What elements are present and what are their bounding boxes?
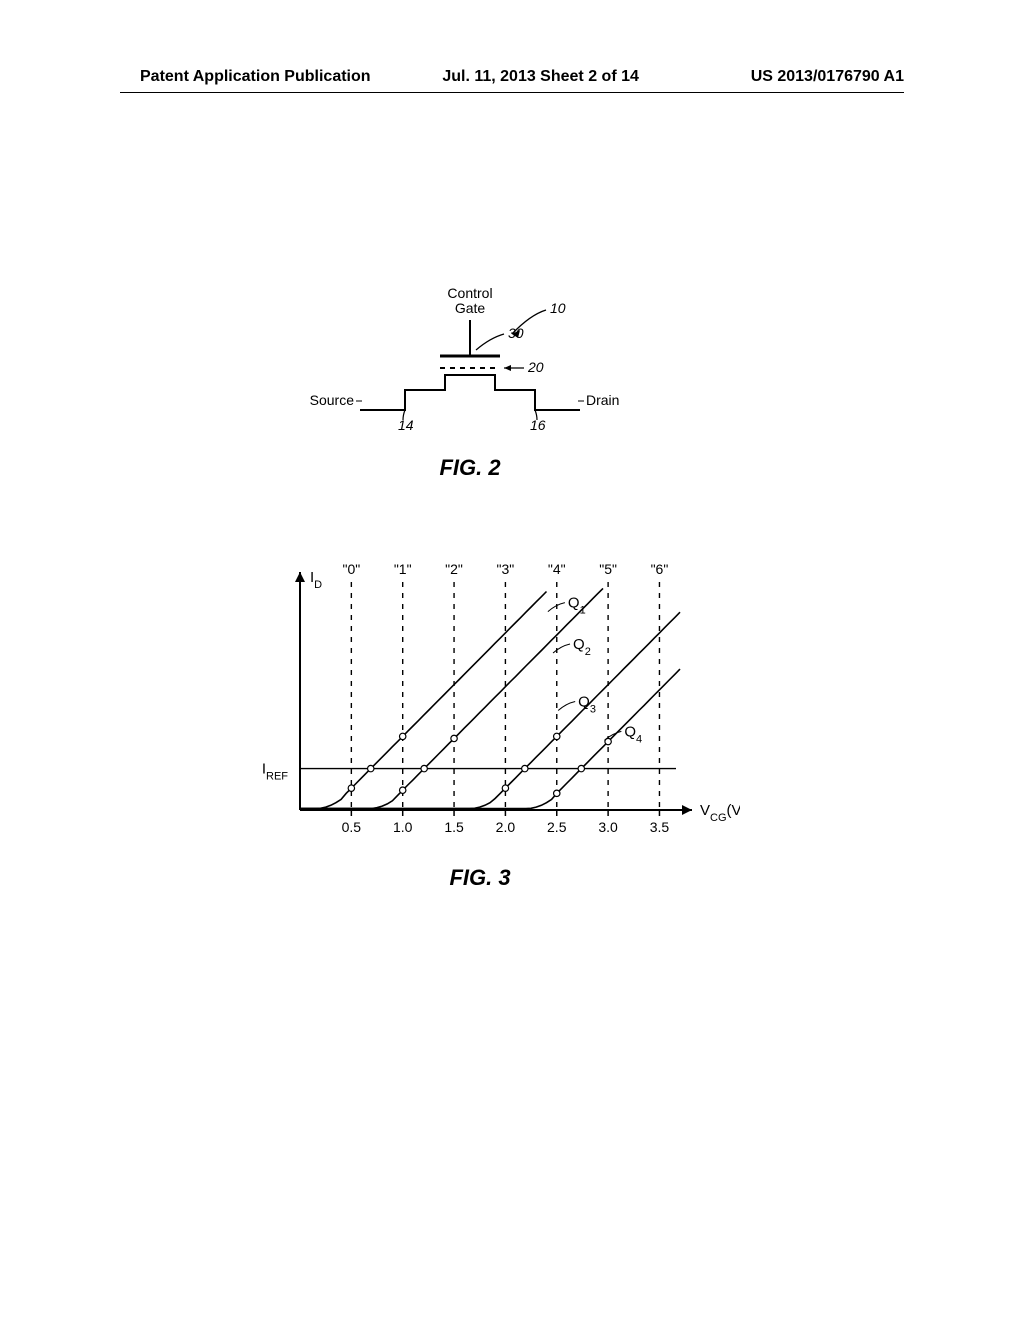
svg-text:3.5: 3.5 bbox=[650, 819, 670, 835]
svg-text:Q2: Q2 bbox=[573, 636, 591, 658]
svg-text:ID: ID bbox=[310, 569, 322, 591]
svg-text:"4": "4" bbox=[548, 561, 566, 577]
svg-text:10: 10 bbox=[550, 300, 566, 316]
svg-text:Control: Control bbox=[447, 285, 492, 301]
svg-text:20: 20 bbox=[527, 359, 544, 375]
svg-text:1.0: 1.0 bbox=[393, 819, 413, 835]
header-rule bbox=[120, 92, 904, 93]
svg-text:30: 30 bbox=[508, 325, 524, 341]
svg-text:16: 16 bbox=[530, 417, 546, 433]
svg-text:VCG(V): VCG(V) bbox=[700, 802, 740, 824]
figure-2: ControlGate Source Drain 10 30 20 14 16 FIG. 2 bbox=[290, 280, 650, 480]
figure-3: ID VCG(V) 0.5 1.0 1.5 2.0 2.5 3.0 3.5 "0" "1" "2" "3… bbox=[220, 550, 740, 910]
svg-text:Drain: Drain bbox=[586, 392, 619, 408]
header-left: Patent Application Publication bbox=[140, 68, 371, 86]
svg-text:Q1: Q1 bbox=[568, 595, 586, 617]
header-right: US 2013/0176790 A1 bbox=[751, 68, 904, 86]
svg-text:IREF: IREF bbox=[262, 761, 288, 783]
svg-text:"2": "2" bbox=[445, 561, 463, 577]
svg-text:"5": "5" bbox=[599, 561, 617, 577]
svg-text:14: 14 bbox=[398, 417, 414, 433]
page-header: Patent Application Publication Jul. 11, … bbox=[0, 68, 1024, 86]
figure-2-svg: ControlGate Source Drain 10 30 20 14 16 bbox=[290, 280, 650, 450]
svg-text:"6": "6" bbox=[651, 561, 669, 577]
figure-3-label: FIG. 3 bbox=[220, 865, 740, 891]
header-mid: Jul. 11, 2013 Sheet 2 of 14 bbox=[442, 68, 639, 86]
svg-text:0.5: 0.5 bbox=[342, 819, 362, 835]
svg-text:2.5: 2.5 bbox=[547, 819, 567, 835]
svg-text:Gate: Gate bbox=[455, 300, 486, 316]
svg-text:3.0: 3.0 bbox=[598, 819, 618, 835]
svg-text:"1": "1" bbox=[394, 561, 412, 577]
svg-text:1.5: 1.5 bbox=[444, 819, 464, 835]
svg-text:"3": "3" bbox=[497, 561, 515, 577]
svg-text:"0": "0" bbox=[342, 561, 360, 577]
figure-3-svg: ID VCG(V) 0.5 1.0 1.5 2.0 2.5 3.0 3.5 "0" "1" "2" "3… bbox=[220, 550, 740, 860]
svg-text:Q4: Q4 bbox=[624, 723, 642, 745]
figure-2-label: FIG. 2 bbox=[290, 455, 650, 481]
svg-text:2.0: 2.0 bbox=[496, 819, 516, 835]
svg-text:Source: Source bbox=[310, 392, 355, 408]
